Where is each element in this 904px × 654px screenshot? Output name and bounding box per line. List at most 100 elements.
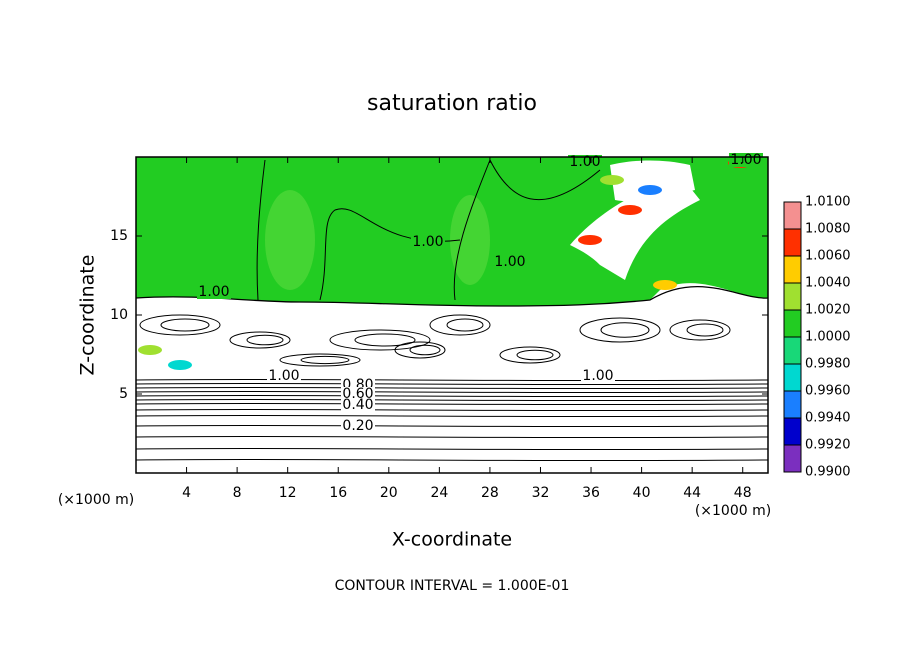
x-unit-label: (×1000 m) bbox=[695, 503, 771, 519]
colorbar-label: 1.0080 bbox=[805, 222, 851, 237]
contour-label: 0.20 bbox=[342, 418, 373, 434]
colorbar-band bbox=[784, 229, 801, 256]
contour-loop bbox=[600, 322, 650, 338]
contour-line bbox=[453, 159, 491, 301]
anomaly-patch bbox=[600, 175, 624, 185]
dry-region bbox=[570, 175, 700, 280]
footnote: CONTOUR INTERVAL = 1.000E-01 bbox=[335, 578, 570, 594]
contour-label: 1.00 bbox=[198, 284, 229, 300]
anomaly-patch bbox=[618, 205, 642, 215]
colorbar-label: 1.0020 bbox=[805, 303, 851, 318]
x-tick-label: 32 bbox=[532, 485, 550, 501]
contour-line bbox=[135, 382, 769, 386]
x-tick-label: 40 bbox=[633, 485, 651, 501]
anomaly-patch bbox=[653, 280, 677, 290]
contour-label-bg bbox=[341, 398, 375, 412]
colorbar-label: 0.9900 bbox=[805, 465, 851, 480]
contour-loop bbox=[246, 334, 284, 346]
x-tick-label: 16 bbox=[329, 485, 347, 501]
contour-line bbox=[135, 394, 769, 398]
contour-line bbox=[135, 414, 769, 418]
contour-line bbox=[135, 285, 769, 307]
x-tick-label: 48 bbox=[734, 485, 752, 501]
y-tick-label: 15 bbox=[110, 228, 128, 244]
x-tick-label: 12 bbox=[279, 485, 297, 501]
colorbar-band bbox=[784, 445, 801, 472]
contour-label-bg bbox=[197, 285, 231, 299]
contour-line bbox=[489, 159, 601, 200]
x-tick-label: 28 bbox=[481, 485, 499, 501]
contour-line bbox=[256, 159, 266, 301]
contour-loop bbox=[354, 333, 416, 347]
contour-label-bg bbox=[341, 419, 375, 433]
colorbar-label: 1.0060 bbox=[805, 249, 851, 264]
moist-patch bbox=[450, 195, 490, 285]
contour-loop bbox=[160, 318, 210, 332]
contour-loop bbox=[499, 346, 561, 364]
contour-line bbox=[135, 402, 769, 406]
contour-label-bg bbox=[568, 155, 602, 169]
contour-label: 1.00 bbox=[494, 254, 525, 270]
y-unit-label: (×1000 m) bbox=[58, 492, 134, 508]
anomaly-patch bbox=[578, 235, 602, 245]
x-tick-label: 44 bbox=[683, 485, 701, 501]
contour-line bbox=[135, 447, 769, 451]
anomaly-patch bbox=[138, 345, 162, 355]
x-tick-label: 36 bbox=[582, 485, 600, 501]
contour-loop bbox=[579, 317, 661, 343]
colorbar-label: 1.0100 bbox=[805, 195, 851, 210]
x-tick-label: 20 bbox=[380, 485, 398, 501]
colorbar-band bbox=[784, 283, 801, 310]
colorbar-band bbox=[784, 310, 801, 337]
chart-title: saturation ratio bbox=[367, 91, 537, 116]
colorbar-band bbox=[784, 202, 801, 229]
colorbar-label: 0.9960 bbox=[805, 384, 851, 399]
contour-label: 1.00 bbox=[730, 152, 761, 168]
colorbar-label: 0.9940 bbox=[805, 411, 851, 426]
contour-loop bbox=[279, 353, 361, 367]
x-tick-label: 24 bbox=[430, 485, 448, 501]
colorbar-band bbox=[784, 337, 801, 364]
contour-loop bbox=[229, 331, 291, 349]
contour-loop bbox=[329, 329, 431, 351]
contour-label-bg bbox=[581, 369, 615, 383]
colorbar-band bbox=[784, 364, 801, 391]
anomaly-patch bbox=[638, 185, 662, 195]
contour-label: 1.00 bbox=[412, 234, 443, 250]
contour-line bbox=[135, 458, 769, 462]
contour-label-bg bbox=[493, 255, 527, 269]
x-axis-label: X-coordinate bbox=[392, 529, 512, 551]
contour-label-bg bbox=[341, 387, 375, 401]
contour-line bbox=[135, 386, 769, 390]
contour-label-bg bbox=[411, 235, 445, 249]
contour-loop bbox=[446, 318, 484, 332]
y-axis-label: Z-coordinate bbox=[77, 255, 99, 376]
y-tick-label: 5 bbox=[119, 386, 128, 402]
contour-line bbox=[319, 208, 461, 301]
contour-label: 1.00 bbox=[268, 368, 299, 384]
contour-line bbox=[135, 424, 769, 428]
dry-region bbox=[610, 160, 695, 202]
contour-loop bbox=[409, 344, 441, 356]
colorbar-label: 0.9980 bbox=[805, 357, 851, 372]
contour-loop bbox=[686, 323, 724, 337]
moist-patch bbox=[265, 190, 315, 290]
anomaly-patch bbox=[168, 360, 192, 370]
x-tick-label: 8 bbox=[233, 485, 242, 501]
contour-line bbox=[135, 378, 769, 382]
contour-label-bg bbox=[267, 369, 301, 383]
contour-line bbox=[135, 408, 769, 412]
contour-label: 1.00 bbox=[569, 154, 600, 170]
colorbar-band bbox=[784, 256, 801, 283]
contour-label: 0.40 bbox=[342, 397, 373, 413]
x-tick-label: 4 bbox=[182, 485, 191, 501]
colorbar-band bbox=[784, 418, 801, 445]
contour-loop bbox=[300, 355, 350, 365]
contour-line bbox=[135, 435, 769, 439]
colorbar-label: 1.0000 bbox=[805, 330, 851, 345]
contour-loop bbox=[516, 349, 554, 361]
contour-line bbox=[135, 398, 769, 402]
contour-loop bbox=[429, 314, 491, 336]
colorbar-label: 1.0040 bbox=[805, 276, 851, 291]
